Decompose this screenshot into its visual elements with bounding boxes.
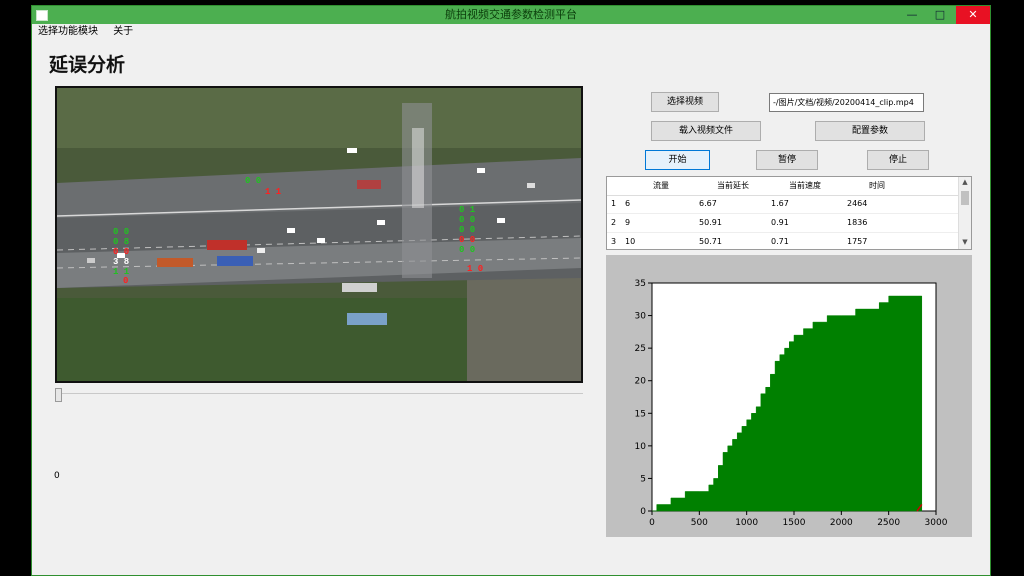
menu-bar: 选择功能模块 关于: [32, 24, 990, 40]
delay-cell: 6.67: [699, 199, 717, 208]
row-index: 3: [611, 237, 617, 246]
speed-cell: 0.71: [771, 237, 789, 246]
detector-right-marker: 0 0: [459, 245, 475, 255]
row-index: 1: [611, 199, 617, 208]
time-cell: 1757: [847, 237, 868, 246]
y-tick-label: 10: [635, 442, 647, 452]
table-row[interactable]: 3 10 50.71 0.71 1757: [607, 233, 961, 249]
video-progress-slider[interactable]: [55, 388, 583, 402]
table-header-cell: 当前延长: [717, 181, 749, 190]
aerial-video-image: 0 0 1 1 0 0 0 8 0 0 3 8 1 1 0 0 1 0 0 0 …: [57, 88, 581, 381]
speed-cell: 1.67: [771, 199, 789, 208]
maximize-button[interactable]: □: [934, 8, 946, 21]
title-bar[interactable]: 航拍视频交通参数检测平台 — □ ✕: [32, 6, 990, 24]
x-tick-label: 3000: [925, 518, 948, 528]
detector-left-marker: 3 8: [113, 257, 129, 267]
close-button[interactable]: ✕: [956, 6, 990, 24]
frame-counter: 0: [54, 471, 60, 481]
delay-chart-panel: 0 500 1000 1500 2000 2500 3000 0 5 10 15 20 25 30 35: [606, 255, 972, 537]
detector-left-marker: 0 0: [113, 227, 129, 237]
y-tick-label: 20: [635, 377, 647, 387]
time-cell: 2464: [847, 199, 868, 208]
x-tick-label: 1000: [735, 518, 758, 528]
detector-left-marker: 0: [123, 276, 128, 286]
flow-cell: 10: [625, 237, 636, 246]
y-tick-label: 25: [635, 344, 646, 354]
y-tick-label: 0: [640, 507, 646, 517]
scroll-down-icon[interactable]: ▼: [962, 238, 968, 246]
cumulative-delay-area: [652, 295, 923, 512]
start-button[interactable]: 开始: [645, 150, 710, 170]
page-title: 延误分析: [49, 54, 126, 76]
detector-left-marker: 0 8: [113, 237, 129, 247]
video-path-field[interactable]: -/图片/文档/视频/20200414_clip.mp4: [769, 93, 924, 112]
x-tick-label: 2500: [877, 518, 900, 528]
delay-chart: 0 500 1000 1500 2000 2500 3000 0 5 10 15 20 25 30 35: [635, 279, 948, 528]
stop-button[interactable]: 停止: [867, 150, 929, 170]
detector-right-marker: 0 1: [459, 205, 476, 215]
y-tick-label: 5: [640, 474, 646, 484]
video-frame: 0 0 1 1 0 0 0 8 0 0 3 8 1 1 0 0 1 0 0 0 …: [55, 86, 583, 383]
y-tick-label: 35: [635, 279, 646, 289]
app-icon: [36, 10, 48, 21]
row-index: 2: [611, 218, 617, 227]
series-line: [916, 504, 923, 512]
x-tick-label: 0: [649, 518, 655, 528]
menu-about[interactable]: 关于: [113, 26, 134, 37]
table-header: 流量 当前延长 当前速度 时间: [607, 177, 961, 196]
scroll-thumb[interactable]: [961, 191, 969, 205]
app-window: 航拍视频交通参数检测平台 — □ ✕ 选择功能模块 关于 延误分析: [31, 5, 991, 576]
table-row[interactable]: 1 6 6.67 1.67 2464: [607, 195, 961, 214]
y-tick-label: 15: [635, 409, 646, 419]
x-tick-label: 2000: [830, 518, 853, 528]
menu-select-module[interactable]: 选择功能模块: [38, 26, 98, 37]
detector-left-marker: 0 0: [113, 247, 129, 257]
table-header-cell: 时间: [869, 181, 885, 190]
detector-right-marker: 0 0: [459, 215, 475, 225]
time-cell: 1836: [847, 218, 868, 227]
detector-left-marker: 1 1: [113, 267, 130, 277]
detector-right-marker: 1 0: [467, 264, 483, 274]
flow-cell: 6: [625, 199, 631, 208]
x-tick-label: 1500: [783, 518, 806, 528]
table-row[interactable]: 2 9 50.91 0.91 1836: [607, 214, 961, 233]
table-header-cell: 流量: [653, 181, 669, 190]
select-video-button[interactable]: 选择视频: [651, 92, 719, 112]
slider-handle[interactable]: [55, 388, 62, 402]
settings-button[interactable]: 配置参数: [815, 121, 925, 141]
x-tick-label: 500: [691, 518, 708, 528]
y-tick-label: 30: [635, 312, 647, 322]
scroll-up-icon[interactable]: ▲: [962, 178, 968, 186]
load-video-file-button[interactable]: 载入视频文件: [651, 121, 761, 141]
delay-cell: 50.91: [699, 218, 722, 227]
speed-cell: 0.91: [771, 218, 789, 227]
detector-top-red: 1 1: [265, 187, 282, 197]
flow-cell: 9: [625, 218, 631, 227]
table-scrollbar[interactable]: ▲ ▼: [958, 177, 971, 249]
detector-right-marker: 0 0: [459, 225, 475, 235]
window-title: 航拍视频交通参数检测平台: [445, 8, 577, 21]
results-table[interactable]: 流量 当前延长 当前速度 时间 1 6 6.67 1.67 2464 2 9 5…: [606, 176, 972, 250]
detector-top-green: 0 0: [245, 176, 261, 186]
pause-button[interactable]: 暂停: [756, 150, 818, 170]
table-header-cell: 当前速度: [789, 181, 821, 190]
minimize-button[interactable]: —: [906, 8, 918, 21]
delay-cell: 50.71: [699, 237, 722, 246]
detector-right-marker: 0 0: [459, 235, 475, 245]
